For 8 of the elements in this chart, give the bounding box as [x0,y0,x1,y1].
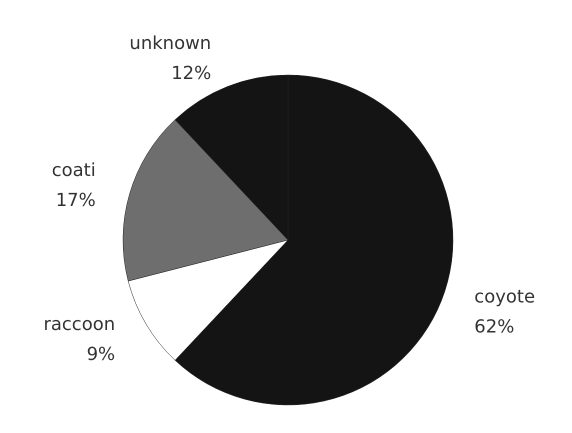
slice-label: coyote [474,286,536,308]
data-label: 62% [474,316,514,338]
slice-label: coati [52,160,96,182]
slice-label: unknown [129,33,212,54]
slice-label: raccoon [43,314,116,335]
data-label: 12% [171,63,212,84]
data-label: 9% [86,344,116,365]
data-label: 17% [56,190,96,212]
